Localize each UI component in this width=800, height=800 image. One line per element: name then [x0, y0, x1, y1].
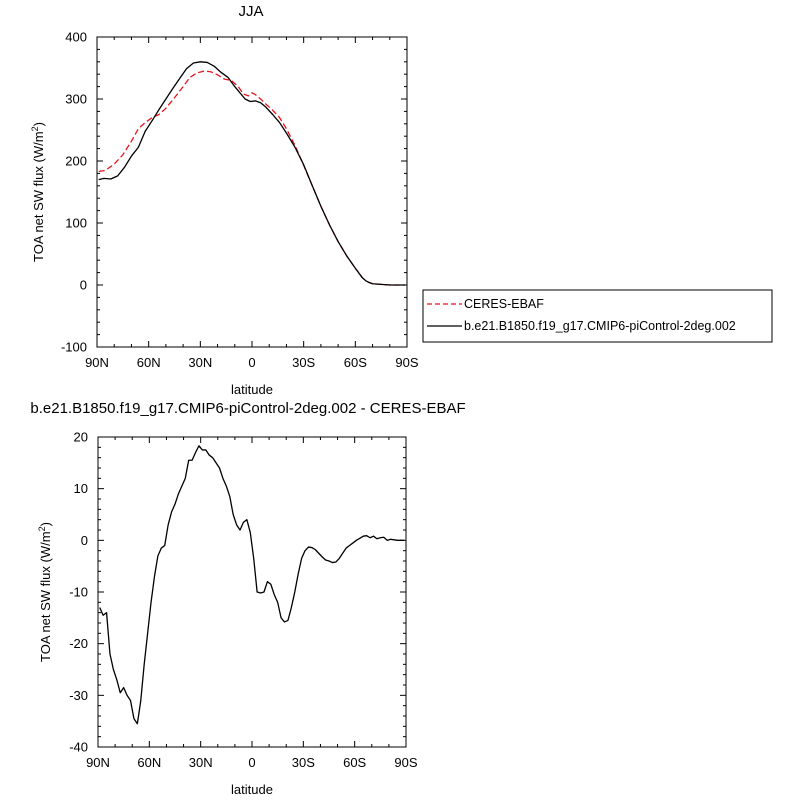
bottom-ytick-label: 10 [74, 481, 88, 496]
bottom-ytick-label: 20 [74, 430, 88, 445]
bottom-xtick-label: 60N [137, 755, 161, 770]
bottom-ytick-label: -40 [69, 740, 88, 755]
top-ytick-label: -100 [61, 340, 87, 355]
top-xtick-label: 0 [248, 355, 255, 370]
bottom-plot-xlabel: latitude [231, 782, 273, 797]
top-xtick-label: 60S [344, 355, 367, 370]
bottom-ytick-label: -20 [69, 636, 88, 651]
legend: CERES-EBAF b.e21.B1850.f19_g17.CMIP6-piC… [422, 289, 773, 343]
bottom-xtick-label: 30S [292, 755, 315, 770]
bottom-plot-title: b.e21.B1850.f19_g17.CMIP6-piControl-2deg… [30, 400, 465, 417]
bottom-plot: b.e21.B1850.f19_g17.CMIP6-piControl-2deg… [30, 400, 465, 797]
top-ytick-label: 0 [80, 278, 87, 293]
top-plot-title: JJA [238, 3, 263, 20]
legend-box [422, 289, 773, 343]
top-plot-frame [96, 36, 408, 348]
bottom-xtick-label: 0 [248, 755, 255, 770]
legend-label-ceres: CERES-EBAF [464, 297, 544, 311]
top-ytick-label: 300 [65, 92, 87, 107]
top-xtick-label: 60N [137, 355, 161, 370]
bottom-xtick-label: 60S [343, 755, 366, 770]
top-ytick-label: 100 [65, 216, 87, 231]
top-ytick-label: 400 [65, 30, 87, 45]
top-plot: JJA 90N 60N 30N 0 30S 60S 90S -100 0 100 200 300 400… [30, 3, 419, 397]
legend-label-model: b.e21.B1850.f19_g17.CMIP6-piControl-2deg… [464, 319, 736, 333]
top-series-ceres-ebaf [98, 70, 406, 286]
top-xtick-label: 30S [292, 355, 315, 370]
bottom-plot-frame [97, 436, 407, 748]
bottom-series-line-0 [99, 445, 405, 725]
top-series-b-e21-b1850-f19-g17-cmip6-picontrol-2deg-002 [98, 61, 406, 286]
top-plot-ylabel: TOA net SW flux (W/m2) [30, 122, 46, 262]
bottom-ytick-label: -30 [69, 688, 88, 703]
top-plot-xlabel: latitude [231, 382, 273, 397]
top-xtick-label: 90N [85, 355, 109, 370]
bottom-ytick-label: -10 [69, 585, 88, 600]
bottom-xtick-label: 30N [189, 755, 213, 770]
top-xtick-label: 30N [188, 355, 212, 370]
bottom-xtick-label: 90S [394, 755, 417, 770]
bottom-xtick-label: 90N [86, 755, 110, 770]
top-xtick-label: 90S [395, 355, 418, 370]
bottom-ytick-label: 0 [81, 533, 88, 548]
top-ytick-label: 200 [65, 154, 87, 169]
bottom-plot-ylabel: TOA net SW flux (W/m2) [37, 522, 53, 662]
